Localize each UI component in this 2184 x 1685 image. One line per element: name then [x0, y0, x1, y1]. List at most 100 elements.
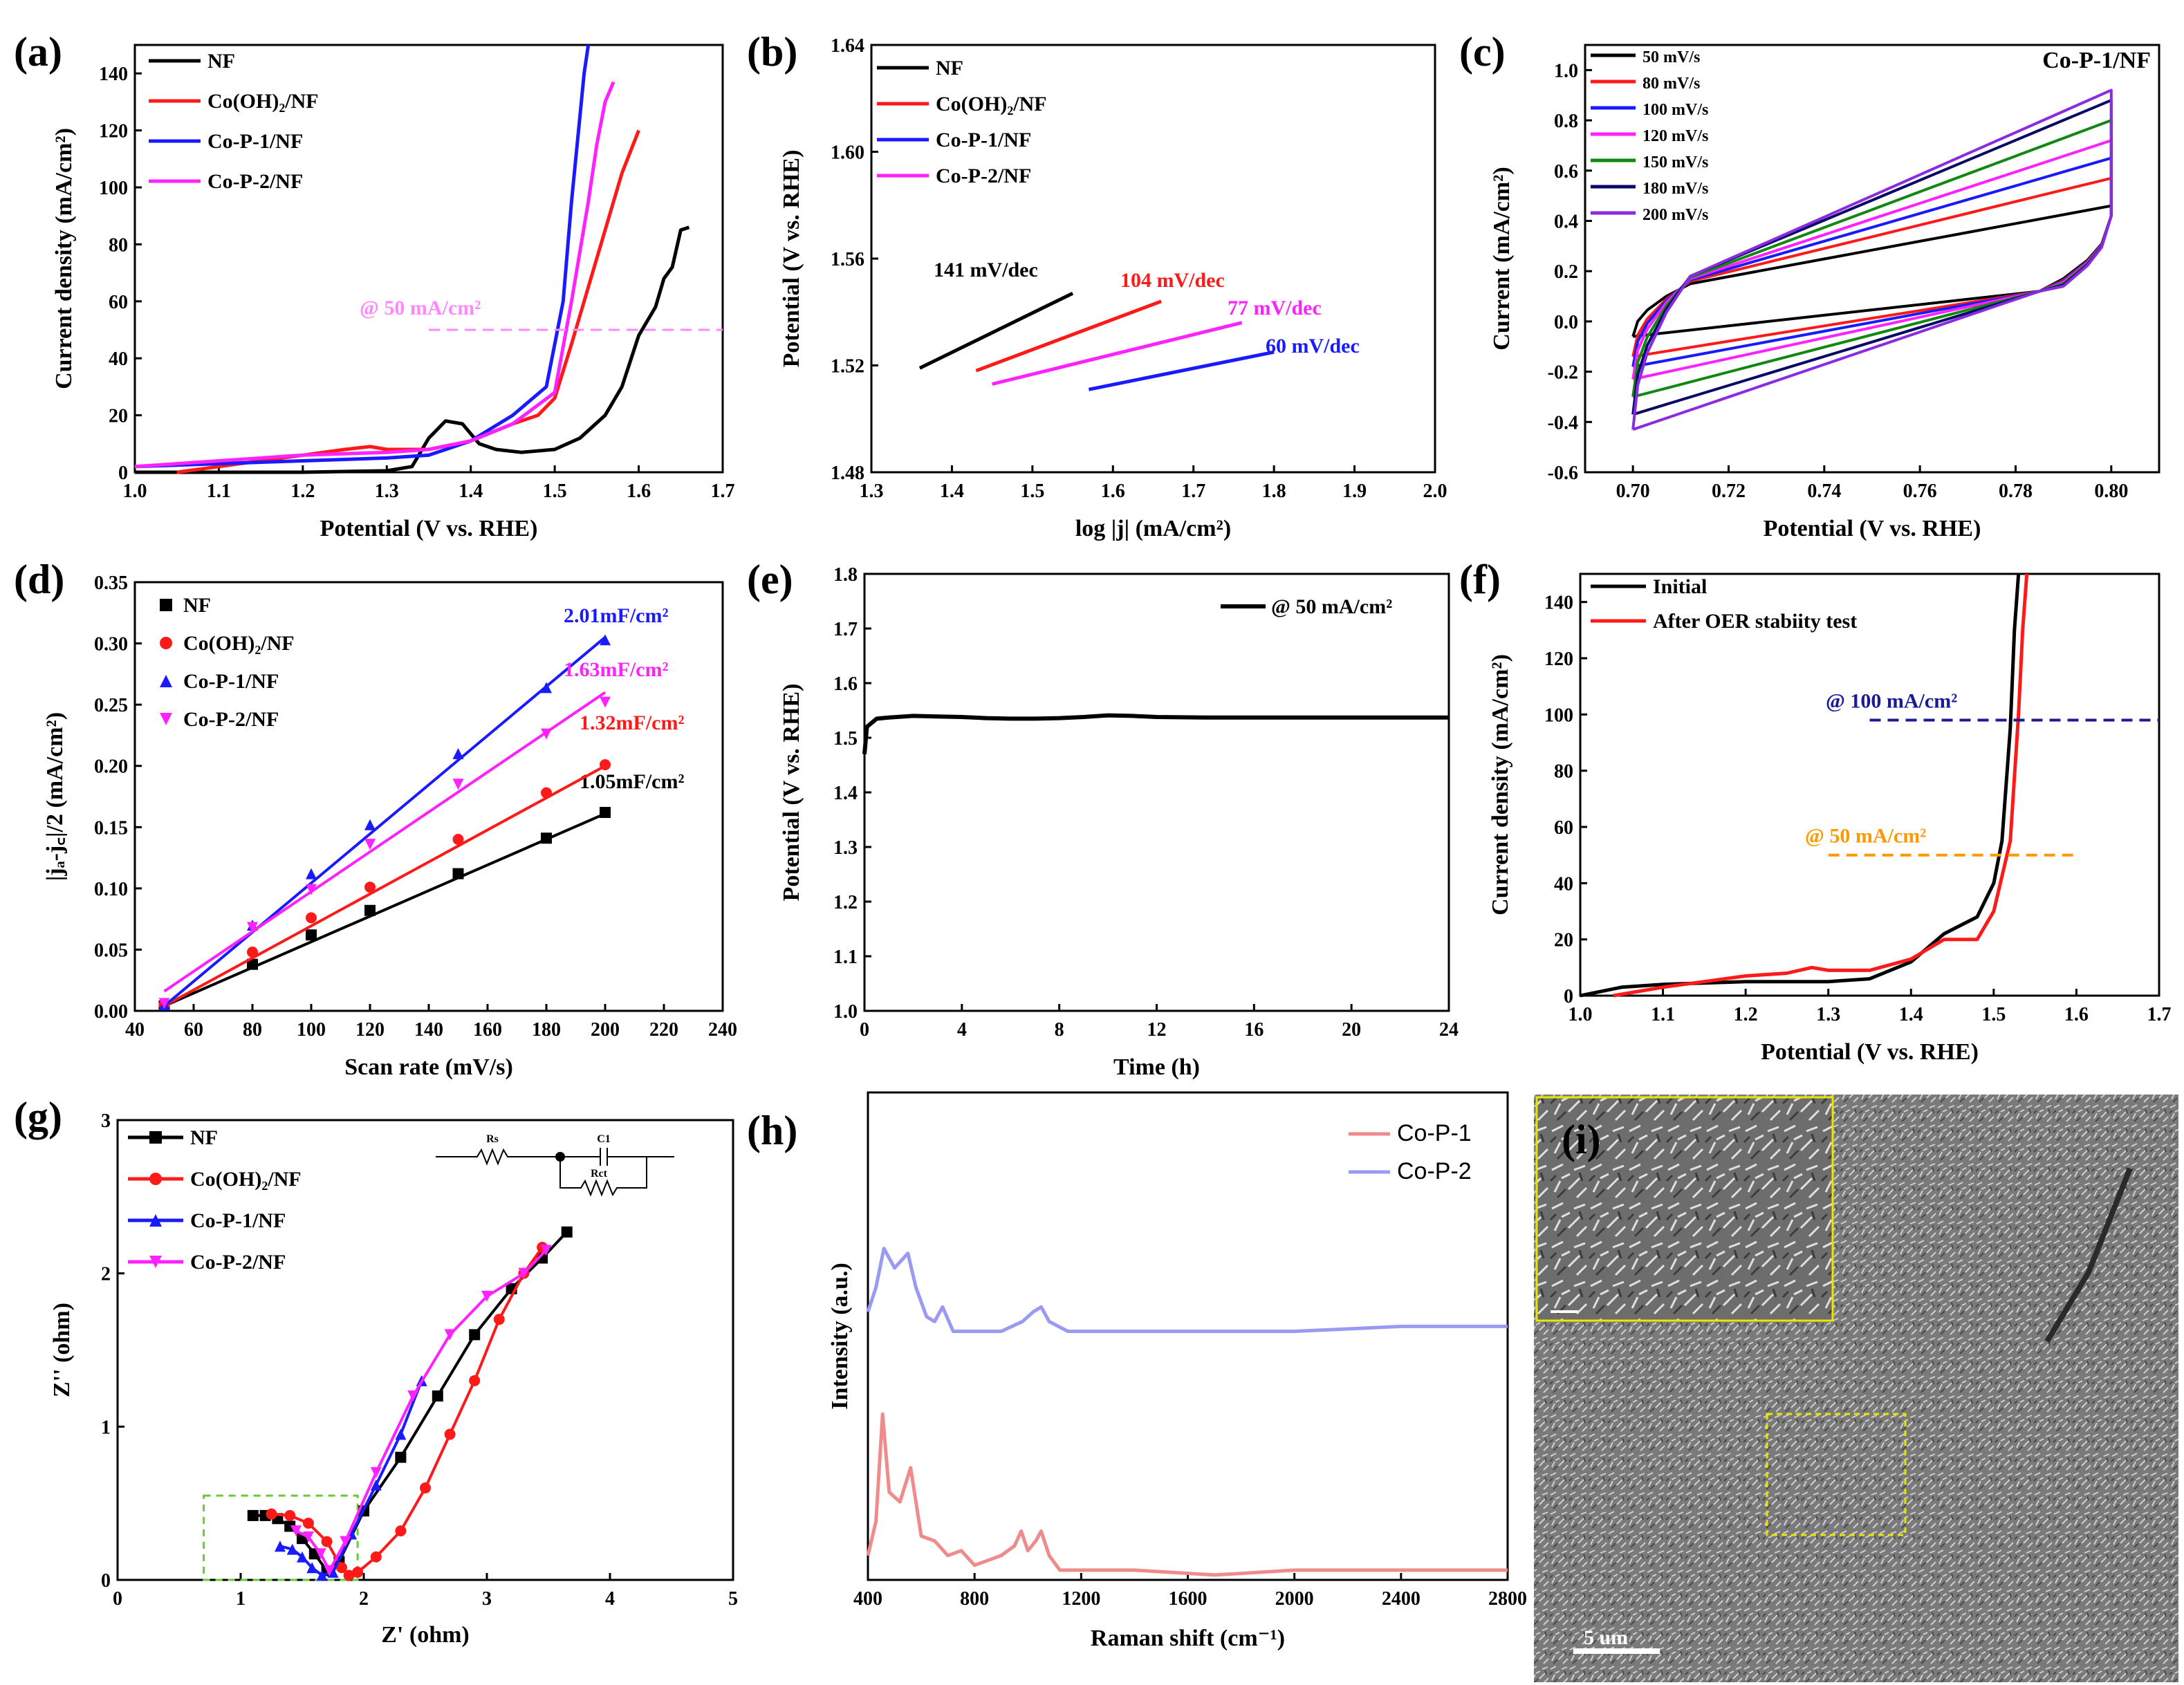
panel-i: (i) 5 um	[1534, 1095, 2178, 1682]
capacitance-label: 2.01mF/cm²	[564, 604, 668, 627]
data-point-CoP1	[452, 748, 464, 759]
x-axis-label: Raman shift (cm⁻¹)	[1091, 1626, 1285, 1651]
data-point-CoP2	[247, 922, 258, 933]
legend-label: 200 mV/s	[1642, 206, 1708, 224]
legend-marker	[160, 637, 172, 649]
data-point-CoP1	[306, 868, 317, 879]
y-tick-label: 0.8	[1554, 111, 1578, 132]
data-point-CoOH2	[321, 1536, 333, 1547]
data-point-CoOH2	[452, 834, 464, 845]
data-point-CoP2	[290, 1525, 302, 1537]
y-tick-label: 1.60	[831, 142, 864, 164]
data-point-CoOH2	[541, 787, 552, 799]
panel-label-d: (d)	[14, 557, 64, 602]
x-tick-label: 1.7	[1181, 481, 1205, 502]
y-tick-label: 0	[118, 463, 128, 484]
resistor-rct	[559, 1157, 647, 1197]
data-point-CoOH2	[493, 1314, 505, 1325]
data-point-CoOH2	[469, 1375, 481, 1386]
y-tick-label: 1.56	[831, 249, 864, 270]
spectrum-ramanP2	[866, 1247, 1508, 1333]
y-axis-label: Current density (mA/cm²)	[1488, 654, 1513, 915]
legend-label: Initial	[1653, 575, 1707, 598]
capacitor-c1	[560, 1148, 674, 1166]
data-point-CoOH2	[600, 758, 611, 770]
x-tick-label: 60	[184, 1019, 203, 1041]
y-axis-label: Current (mA/cm²)	[1489, 167, 1515, 350]
legend-marker	[149, 1173, 162, 1185]
x-tick-label: 80	[243, 1019, 262, 1041]
capacitance-label: 1.05mF/cm²	[580, 770, 684, 793]
y-tick-label: 0.4	[1554, 211, 1578, 232]
data-point-CoP2	[541, 728, 552, 740]
panel-f: 1.0 1.1 1.2 1.3 1.4 1.5 1.6 1.7 0 20 40 60 80 100 120 1…	[1459, 557, 2172, 1065]
x-tick-label: 1.8	[1262, 481, 1286, 502]
data-point-NF	[561, 1226, 573, 1238]
x-tick-label: 1	[236, 1588, 246, 1610]
data-point-CoP2	[306, 884, 317, 895]
panel-label-g: (g)	[14, 1094, 62, 1139]
x-tick-label: 1.0	[1568, 1004, 1593, 1025]
plot-frame	[133, 44, 724, 474]
x-tick-label: 0.74	[1807, 481, 1841, 502]
annotation-50: @ 50 mA/cm²	[360, 297, 481, 319]
fit-line-CoP1	[163, 636, 607, 1007]
x-tick-label: 1.7	[711, 481, 735, 502]
panel-h: 400 800 1200 1600 2000 2400 2800 Raman shift (c…	[747, 1091, 1527, 1651]
x-tick-label: 3	[482, 1588, 492, 1610]
data-point-NF	[432, 1390, 443, 1402]
data-point-CoP2	[302, 1531, 314, 1543]
fit-line-NF	[163, 812, 606, 1007]
data-point-CoP2	[315, 1548, 326, 1560]
legend-label: @ 50 mA/cm²	[1271, 595, 1392, 618]
x-axis-label: Scan rate (mV/s)	[344, 1054, 513, 1080]
sem-inset	[1535, 1096, 1834, 1322]
x-tick-label: 1.2	[1734, 1004, 1758, 1025]
legend-label: Co-P-1/NF	[190, 1209, 286, 1232]
data-point-CoP2	[324, 1565, 335, 1576]
x-axis-label: Potential (V vs. RHE)	[320, 516, 538, 541]
y-tick-label: 60	[109, 292, 128, 313]
data-point-NF	[247, 958, 258, 970]
legend-label: After OER stabiity test	[1653, 610, 1857, 633]
data-point-CoP1	[297, 1551, 308, 1563]
y-tick-label: 0.10	[94, 879, 128, 900]
x-tick-label: 1600	[1169, 1588, 1207, 1610]
legend-label: 150 mV/s	[1642, 153, 1708, 171]
x-tick-label: 0	[860, 1019, 869, 1041]
y-tick-label: 0.35	[94, 572, 128, 594]
legend-label: 120 mV/s	[1642, 127, 1708, 145]
legend-label: Co(OH)₂/NF	[190, 1168, 302, 1191]
legend-label: NF	[190, 1126, 218, 1149]
x-tick-label: 0.70	[1616, 481, 1650, 502]
series-line-NF	[918, 291, 1074, 370]
data-point-CoOH2	[335, 1562, 347, 1574]
data-point-NF	[306, 929, 317, 941]
y-tick-label: 0.05	[94, 940, 128, 961]
legend-label: 100 mV/s	[1642, 101, 1708, 119]
data-point-CoP2	[600, 696, 611, 708]
x-tick-label: 5	[728, 1588, 738, 1610]
panel-a: 1.0 1.1 1.2 1.3 1.4 1.5 1.6 1.7 0 20 40 60 80 100 120 1…	[14, 29, 735, 541]
y-axis-label: Intensity (a.u.)	[827, 1263, 853, 1410]
y-tick-label: 20	[109, 406, 128, 427]
y-tick-label: 80	[109, 234, 128, 256]
data-point-CoOH2	[395, 1525, 407, 1537]
x-tick-label: 1.9	[1342, 481, 1367, 502]
data-point-CoOH2	[343, 1570, 355, 1581]
spectrum-ramanP1	[866, 1412, 1508, 1577]
x-tick-label: 20	[1342, 1019, 1361, 1041]
x-tick-label: 1.1	[1651, 1004, 1675, 1025]
legend-marker	[149, 1131, 162, 1144]
x-tick-label: 140	[414, 1019, 443, 1041]
panel-label-e: (e)	[747, 557, 793, 602]
cv-loop-CoOH2	[1631, 176, 2113, 358]
x-tick-label: 8	[1055, 1019, 1064, 1041]
data-point-CoP1	[274, 1540, 286, 1552]
data-point-CoOH2	[444, 1428, 456, 1440]
legend-label: Co-P-1	[1397, 1120, 1472, 1146]
cv-loop-NF	[1631, 204, 2113, 338]
data-point-CoOH2	[247, 946, 258, 958]
y-tick-label: 0.25	[94, 695, 128, 716]
